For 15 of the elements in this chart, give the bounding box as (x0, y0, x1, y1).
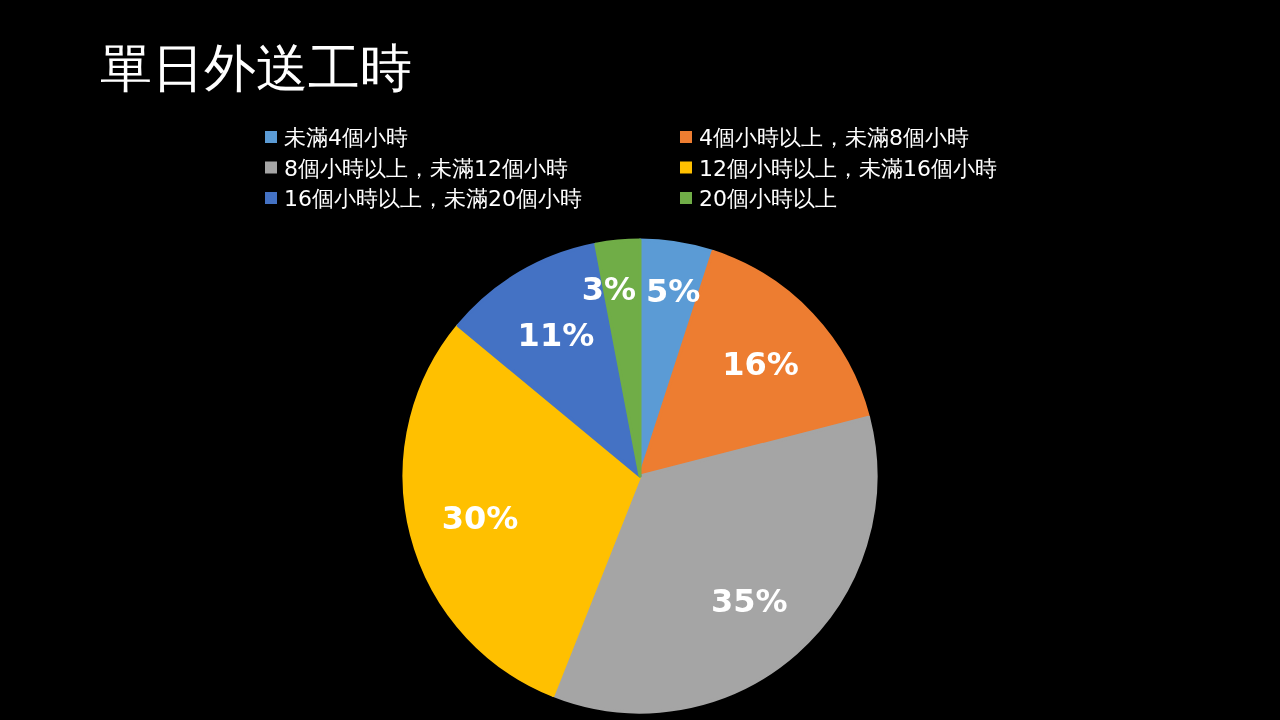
legend-label: 8個小時以上，未滿12個小時 (284, 155, 568, 181)
legend-label: 20個小時以上 (699, 186, 837, 211)
pie-slice (402, 324, 642, 697)
pie-slice (551, 415, 878, 714)
chart-title: 單日外送工時 (100, 38, 412, 98)
data-label: 5% (646, 271, 701, 310)
data-label: 11% (517, 315, 595, 354)
data-label: 30% (441, 499, 519, 538)
legend-label: 4個小時以上，未滿8個小時 (699, 125, 969, 150)
data-label: 35% (710, 581, 788, 620)
legend-label: 12個小時以上，未滿16個小時 (699, 155, 997, 181)
legend-label: 16個小時以上，未滿20個小時 (284, 186, 582, 211)
pie-slice (456, 242, 642, 478)
data-label: 16% (722, 344, 799, 383)
legend-label: 未滿4個小時 (284, 125, 408, 150)
